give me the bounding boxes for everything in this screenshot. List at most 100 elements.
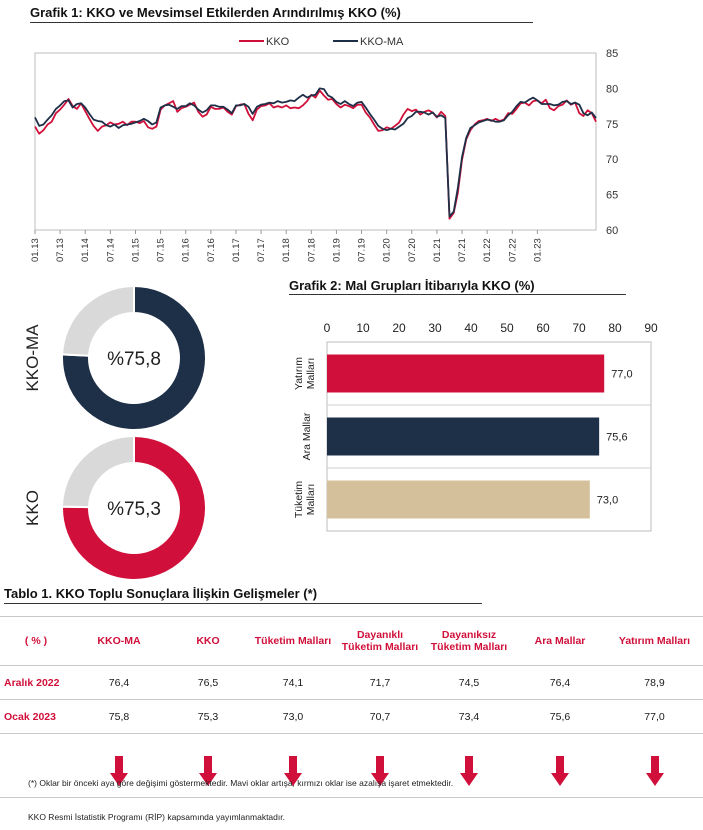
table-row: Ocak 2023 75,8 75,3 73,0 70,7 73,4 75,6 77,0	[0, 699, 703, 734]
x-tick-label: 90	[644, 321, 658, 335]
down-arrow-icon	[551, 755, 569, 786]
table-header-cell: KKO-MA	[72, 616, 166, 666]
x-tick-label: 01.22	[482, 238, 493, 262]
x-tick-label: 01.13	[30, 238, 41, 262]
x-tick-label: 01.16	[181, 238, 192, 262]
table-cell-arrow	[72, 733, 166, 798]
table-header-cell: Ara Mallar	[514, 616, 606, 666]
x-tick-label: 07.13	[55, 238, 66, 262]
table-cell: 70,7	[336, 699, 424, 734]
x-tick-label: 01.15	[130, 238, 141, 262]
x-tick-label: 07.14	[105, 238, 116, 262]
down-arrow-icon	[199, 755, 217, 786]
table-header-cell: Tüketim Malları	[250, 616, 336, 666]
down-arrow-icon	[460, 755, 478, 786]
x-tick-label: 80	[608, 321, 622, 335]
bar-value-label: 73,0	[597, 495, 618, 507]
table-cell-arrow	[424, 733, 514, 798]
donut-slice-value	[61, 434, 207, 581]
x-tick-label: 30	[428, 321, 442, 335]
table-header-cell: Yatırım Malları	[606, 616, 703, 666]
x-tick-label: 01.14	[80, 238, 91, 262]
table-cell: 76,4	[72, 665, 166, 700]
category-label: Ara Mallar	[301, 412, 313, 460]
legend-label: KKO-MA	[360, 36, 404, 48]
donut-chart-kko: %75,3 KKO	[23, 434, 207, 581]
y-tick-label: 70	[606, 154, 618, 166]
table-row: Aralık 2022 76,4 76,5 74,1 71,7 74,5 76,4 78,9	[0, 665, 703, 700]
table-header-cell: KKO	[166, 616, 250, 666]
category-label-line1: Tüketim	[293, 481, 305, 519]
table-cell: 76,4	[514, 665, 606, 700]
table-cell: 73,4	[424, 699, 514, 734]
x-tick-label: 01.17	[231, 238, 242, 262]
results-table: ( % ) KKO-MA KKO Tüketim Malları Dayanıklı Tü…	[0, 616, 703, 798]
category-label: YatırımMalları	[293, 357, 317, 390]
x-tick-label: 01.21	[432, 238, 443, 262]
chart2-title: Grafik 2: Mal Grupları İtibarıyla KKO (%…	[289, 278, 535, 293]
x-tick-label: 01.20	[382, 238, 393, 262]
chart2-title-rule	[289, 294, 626, 295]
x-tick-label: 10	[356, 321, 370, 335]
table-row-label: Ocak 2023	[0, 699, 72, 734]
donut-center-label: %75,8	[107, 349, 161, 370]
plot-frame	[34, 52, 597, 231]
table-header-line2: Tüketim Malları	[341, 641, 419, 653]
x-tick-label: 40	[464, 321, 478, 335]
table-title: Tablo 1. KKO Toplu Sonuçlara İlişkin Gel…	[4, 586, 318, 601]
y-tick-label: 60	[606, 225, 618, 237]
x-tick-label: 60	[536, 321, 550, 335]
x-tick-label: 07.20	[407, 238, 418, 262]
bar-value-label: 77,0	[611, 369, 632, 381]
x-tick-label: 70	[572, 321, 586, 335]
y-tick-label: 65	[606, 190, 618, 202]
series-line-kko-ma	[34, 87, 597, 218]
donut-center-label: %75,3	[107, 499, 161, 520]
down-arrow-icon	[110, 755, 128, 786]
x-tick-label: 01.19	[331, 238, 342, 262]
x-tick-label: 01.18	[281, 238, 292, 262]
table-header-cell: Dayanıksız Tüketim Malları	[424, 616, 514, 666]
chart1-title-rule	[30, 22, 533, 23]
x-tick-label: 07.15	[156, 238, 167, 262]
table-cell-arrow	[336, 733, 424, 798]
bar	[327, 354, 605, 393]
y-tick-label: 80	[606, 83, 618, 95]
table-cell-arrow	[250, 733, 336, 798]
down-arrow-icon	[284, 755, 302, 786]
table-row-label: Aralık 2022	[0, 665, 72, 700]
series-line-kko	[34, 89, 597, 220]
table-header-cell: ( % )	[0, 616, 72, 666]
x-tick-label: 07.17	[256, 238, 267, 262]
table-cell: 78,9	[606, 665, 703, 700]
table-header-cell: Dayanıklı Tüketim Malları	[336, 616, 424, 666]
x-tick-label: 50	[500, 321, 514, 335]
table-cell: 74,5	[424, 665, 514, 700]
category-label-line1: Ara Mallar	[301, 412, 313, 460]
bar	[327, 480, 590, 519]
footnote-arrows: (*) Oklar bir önceki aya göre değişimi g…	[28, 778, 454, 788]
x-tick-label: 01.23	[532, 238, 543, 262]
bar-chart: 0 10 20 30 40 50 60 70 80 9077,0YatırımMalları75,…	[293, 321, 658, 532]
donut-slice-remainder	[60, 434, 135, 509]
legend-label: KKO	[266, 36, 290, 48]
donut-side-label: KKO	[23, 490, 42, 526]
down-arrow-icon	[371, 755, 389, 786]
table-cell-arrow	[606, 733, 703, 798]
donut-slice-value	[61, 284, 207, 431]
table-header-line2: Tüketim Malları	[430, 641, 508, 653]
x-tick-label: 07.18	[306, 238, 317, 262]
bar	[327, 417, 600, 456]
table-cell: 74,1	[250, 665, 336, 700]
table-cell: 75,8	[72, 699, 166, 734]
x-tick-label: 07.16	[206, 238, 217, 262]
table-arrow-row	[0, 733, 703, 798]
x-tick-label: 20	[392, 321, 406, 335]
table-cell-arrow	[514, 733, 606, 798]
table-cell: 71,7	[336, 665, 424, 700]
down-arrow-icon	[645, 755, 664, 786]
x-tick-label: 07.21	[457, 238, 468, 262]
y-tick-label: 85	[606, 48, 618, 60]
table-cell-empty	[0, 733, 72, 798]
bar-value-label: 75,6	[606, 432, 627, 444]
